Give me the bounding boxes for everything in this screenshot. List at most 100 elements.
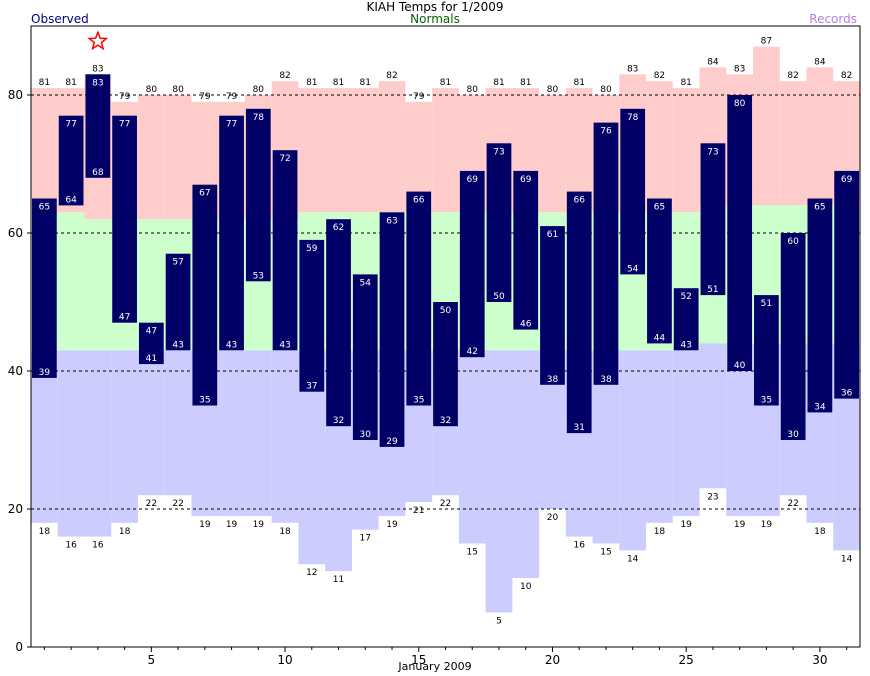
- observed-bar: [459, 170, 485, 358]
- observed-high-label: 72: [279, 154, 290, 164]
- record-low-band: [726, 343, 754, 516]
- record-low-label: 18: [279, 527, 291, 537]
- observed-high-label: 67: [199, 189, 210, 199]
- y-tick-label: 80: [8, 88, 23, 102]
- record-high-label: 80: [547, 85, 559, 95]
- observed-low-label: 36: [841, 389, 853, 399]
- record-high-band: [137, 95, 165, 220]
- record-high-label: 84: [814, 57, 826, 67]
- record-low-label: 14: [841, 554, 853, 564]
- y-tick-label: 0: [15, 640, 23, 654]
- observed-bar: [834, 170, 859, 399]
- observed-low-label: 50: [493, 292, 505, 302]
- y-tick-label: 20: [8, 502, 23, 516]
- observed-high-label: 65: [814, 203, 825, 213]
- observed-bar: [219, 115, 244, 351]
- record-low-label: 5: [496, 617, 502, 627]
- record-low-label: 19: [226, 520, 238, 530]
- record-low-label: 19: [253, 520, 265, 530]
- record-low-label: 18: [39, 527, 51, 537]
- record-low-band: [84, 350, 112, 537]
- record-high-label: 82: [279, 71, 290, 81]
- observed-bar: [700, 143, 726, 296]
- observed-bar: [433, 302, 458, 427]
- observed-low-label: 44: [654, 333, 666, 343]
- record-high-label: 83: [734, 64, 745, 74]
- observed-low-label: 37: [306, 382, 317, 392]
- observed-low-label: 31: [573, 423, 584, 433]
- record-low-label: 18: [119, 527, 131, 537]
- observed-low-label: 43: [680, 340, 691, 350]
- record-low-label: 12: [306, 568, 317, 578]
- observed-low-label: 38: [547, 375, 559, 385]
- record-low-band: [672, 350, 700, 516]
- observed-high-label: 69: [467, 175, 479, 185]
- record-high-label: 82: [386, 71, 397, 81]
- observed-high-label: 73: [493, 147, 504, 157]
- record-low-label: 19: [734, 520, 746, 530]
- record-low-band: [244, 350, 272, 516]
- record-high-label: 81: [520, 78, 531, 88]
- observed-high-label: 59: [306, 244, 318, 254]
- y-tick-label: 60: [8, 226, 23, 240]
- observed-bar: [406, 191, 432, 406]
- record-high-label: 80: [467, 85, 479, 95]
- observed-low-label: 34: [814, 402, 826, 412]
- observed-low-label: 40: [734, 361, 746, 371]
- record-high-band: [378, 81, 406, 213]
- record-low-label: 19: [199, 520, 211, 530]
- record-star-icon: [87, 30, 109, 51]
- record-high-label: 81: [39, 78, 50, 88]
- record-low-label: 11: [333, 575, 344, 585]
- record-high-label: 79: [226, 92, 238, 102]
- record-low-band: [512, 350, 540, 578]
- observed-high-label: 50: [440, 306, 452, 316]
- observed-low-label: 35: [199, 396, 210, 406]
- observed-high-label: 57: [172, 258, 183, 268]
- observed-high-label: 62: [333, 223, 344, 233]
- observed-low-label: 30: [787, 430, 799, 440]
- observed-high-label: 73: [707, 147, 718, 157]
- record-high-label: 84: [707, 57, 719, 67]
- observed-high-label: 77: [65, 120, 76, 130]
- observed-high-label: 52: [680, 292, 691, 302]
- x-tick-label: 10: [277, 653, 292, 667]
- record-high-label: 80: [172, 85, 184, 95]
- observed-low-label: 30: [360, 430, 372, 440]
- observed-bar: [112, 115, 137, 323]
- observed-high-label: 60: [787, 237, 799, 247]
- observed-low-label: 41: [146, 354, 157, 364]
- observed-bar: [352, 274, 378, 440]
- observed-high-label: 78: [253, 113, 265, 123]
- observed-high-label: 83: [92, 78, 103, 88]
- record-low-band: [111, 350, 138, 523]
- record-high-label: 79: [199, 92, 211, 102]
- observed-bar: [513, 170, 539, 330]
- observed-bar: [326, 219, 351, 427]
- x-tick-label: 30: [812, 653, 827, 667]
- observed-high-label: 80: [734, 99, 746, 109]
- record-low-label: 22: [172, 499, 183, 509]
- observed-bar: [192, 184, 218, 406]
- record-high-label: 81: [333, 78, 344, 88]
- observed-low-label: 32: [440, 416, 451, 426]
- record-high-band: [672, 88, 700, 213]
- observed-low-label: 47: [119, 313, 130, 323]
- record-low-label: 19: [386, 520, 398, 530]
- observed-low-label: 35: [761, 396, 772, 406]
- record-low-band: [164, 350, 192, 496]
- observed-low-label: 38: [600, 375, 612, 385]
- record-high-label: 83: [92, 64, 103, 74]
- record-low-band: [31, 350, 58, 523]
- record-high-band: [565, 88, 593, 213]
- record-high-label: 82: [654, 71, 665, 81]
- record-high-label: 80: [600, 85, 612, 95]
- record-high-band: [646, 81, 673, 213]
- observed-bar: [593, 122, 619, 385]
- record-high-band: [806, 67, 834, 206]
- record-low-label: 22: [787, 499, 798, 509]
- record-low-label: 16: [573, 541, 585, 551]
- record-low-label: 17: [360, 534, 371, 544]
- x-tick-label: 15: [411, 653, 426, 667]
- observed-high-label: 51: [761, 299, 772, 309]
